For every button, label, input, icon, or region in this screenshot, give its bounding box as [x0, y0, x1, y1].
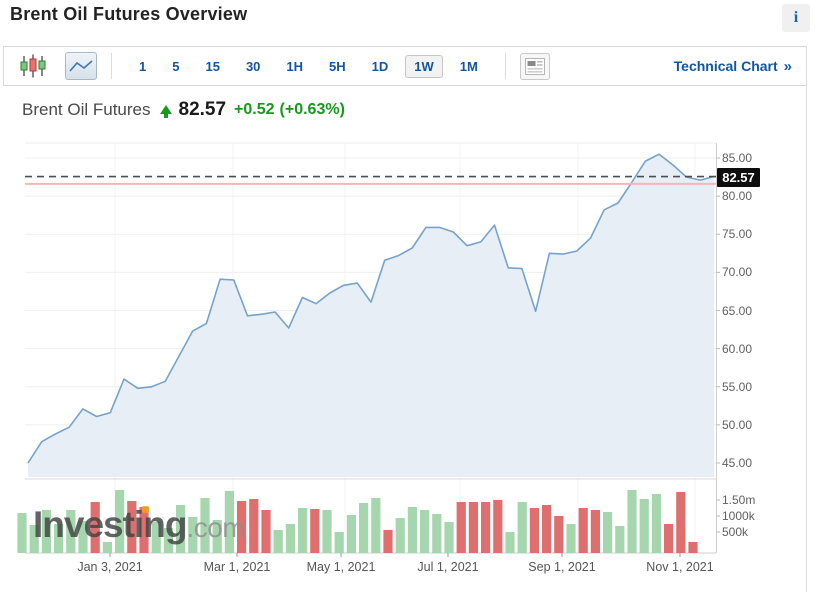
price-axis-label: 65.00 [722, 303, 753, 318]
interval-button-1[interactable]: 1 [139, 58, 147, 74]
chart-toolbar: 1 5 15 30 1H 5H 1D 1W 1M Technical Chart » [3, 46, 807, 86]
news-view-button[interactable] [519, 52, 550, 80]
volume-axis-label: 1.50m [722, 493, 756, 507]
interval-button-5h[interactable]: 5H [329, 58, 346, 74]
price-axis-label: 50.00 [722, 417, 753, 432]
info-icon: i [793, 9, 799, 26]
volume-axis-label: 1000k [722, 509, 755, 523]
interval-button-1m[interactable]: 1M [459, 58, 478, 74]
price-up-arrow-icon [159, 104, 172, 118]
line-chart-icon [69, 60, 93, 72]
price-change: +0.52 [234, 101, 275, 118]
time-axis-label: Sep 1, 2021 [528, 560, 596, 574]
time-axis-label: Jul 1, 2021 [417, 560, 479, 574]
volume-axis-label: 500k [722, 525, 749, 539]
double-chevron-right-icon: » [783, 57, 792, 75]
interval-button-15[interactable]: 15 [205, 58, 220, 74]
interval-button-5[interactable]: 5 [172, 58, 180, 74]
time-axis-label: May 1, 2021 [306, 560, 376, 574]
instrument-name: Brent Oil Futures [22, 100, 151, 119]
price-axis-label: 80.00 [722, 189, 753, 204]
interval-button-1d[interactable]: 1D [371, 58, 389, 74]
quote-header: Brent Oil Futures 82.57 +0.52 (+0.63%) [22, 99, 350, 121]
toolbar-divider [504, 53, 506, 79]
interval-button-1h[interactable]: 1H [286, 58, 304, 74]
time-axis-label: Nov 1, 2021 [646, 560, 714, 574]
current-price-tag: 82.57 [717, 168, 760, 187]
price-change-percent: (+0.63%) [279, 101, 345, 118]
interval-button-1w[interactable]: 1W [405, 54, 443, 78]
page-title: Brent Oil Futures Overview [10, 4, 248, 24]
price-axis-label: 60.00 [722, 341, 753, 356]
toolbar-divider [111, 53, 112, 79]
time-axis-label: Jan 3, 2021 [77, 560, 143, 574]
time-axis-labels: Jan 3, 2021 Mar 1, 2021 May 1, 2021 Jul 1, … [0, 558, 717, 578]
price-axis-label: 45.00 [722, 456, 753, 470]
interval-button-30[interactable]: 30 [245, 58, 261, 74]
widget-right-border [806, 46, 807, 592]
chart-plot-area[interactable] [0, 130, 821, 592]
time-axis-label: Mar 1, 2021 [203, 560, 271, 574]
candlestick-icon [20, 54, 46, 78]
technical-chart-link[interactable]: Technical Chart » [674, 58, 792, 75]
interval-buttons: 1 5 15 30 1H 5H 1D 1W 1M [126, 54, 491, 78]
news-layout-icon [524, 57, 545, 75]
candlestick-chart-button[interactable] [18, 53, 48, 79]
price-axis-label: 55.00 [722, 379, 753, 394]
last-price: 82.57 [178, 99, 227, 120]
price-axis-label: 70.00 [722, 265, 753, 280]
price-axis-label: 75.00 [722, 227, 753, 242]
line-chart-button[interactable] [65, 52, 97, 80]
info-button[interactable]: i [782, 4, 810, 32]
technical-chart-label: Technical Chart [673, 58, 778, 74]
price-axis-label: 85.00 [722, 151, 753, 165]
